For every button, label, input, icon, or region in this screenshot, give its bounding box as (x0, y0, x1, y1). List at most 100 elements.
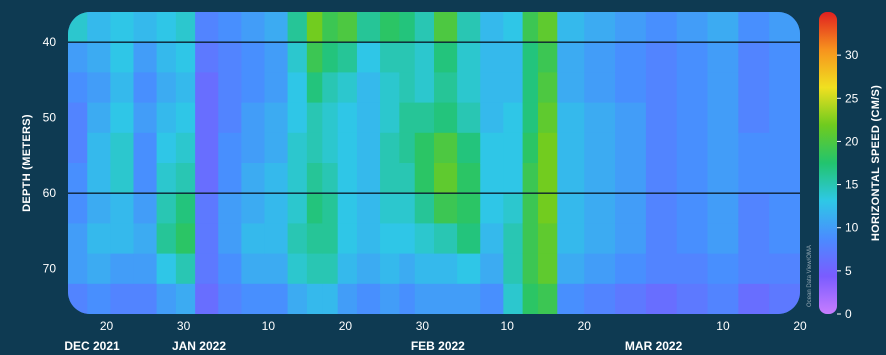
heatmap-cell (241, 42, 266, 73)
heatmap-cell (175, 132, 196, 164)
heatmap-cell (414, 42, 435, 73)
heatmap-cell (645, 283, 678, 314)
heatmap-cell (306, 72, 323, 104)
heatmap-cell (241, 193, 266, 224)
heatmap-cell (615, 72, 647, 104)
heatmap-cell (264, 12, 289, 43)
heatmap-cell (584, 72, 616, 104)
heatmap-cell (156, 72, 177, 104)
heatmap-cell (457, 102, 481, 134)
heatmap-cell (287, 193, 308, 224)
heatmap-cell (337, 253, 358, 285)
heatmap-cell (538, 132, 558, 164)
heatmap-cell (676, 283, 709, 314)
heatmap-cell (615, 12, 647, 43)
heatmap-cell (538, 193, 558, 224)
heatmap-cell (337, 42, 358, 73)
heatmap-cell (195, 163, 219, 194)
heatmap-cell (337, 132, 358, 164)
heatmap-cell (503, 132, 524, 164)
month-label: JAN 2022 (172, 339, 226, 353)
heatmap-cell (322, 12, 339, 43)
heatmap-cell (68, 42, 88, 73)
heatmap-cell (457, 42, 481, 73)
x-tick-label: 10 (262, 319, 276, 333)
heatmap-cell (68, 163, 88, 194)
heatmap-cell (538, 72, 558, 104)
heatmap-cell (707, 72, 739, 104)
heatmap-cell (337, 102, 358, 134)
heatmap-cell (218, 163, 242, 194)
heatmap-cell (322, 163, 339, 194)
heatmap-cell (195, 42, 219, 73)
heatmap-cell (264, 102, 289, 134)
heatmap-cell (68, 253, 88, 285)
heatmap-cell (110, 102, 135, 134)
heatmap-cell (110, 283, 135, 314)
y-axis-title: DEPTH (METERS) (21, 114, 33, 212)
heatmap-cell (322, 132, 339, 164)
heatmap-cell (218, 72, 242, 104)
heatmap-cell (538, 253, 558, 285)
heatmap-cell (645, 102, 678, 134)
heatmap-cell (434, 283, 458, 314)
heatmap-cell (356, 42, 381, 73)
heatmap-cell (399, 193, 416, 224)
heatmap-cell (175, 283, 196, 314)
heatmap-cell (380, 223, 400, 255)
heatmap-cell (503, 102, 524, 134)
heatmap-cell (522, 72, 539, 104)
heatmap-cell (645, 223, 678, 255)
heatmap-cell (414, 223, 435, 255)
heatmap-cell (457, 253, 481, 285)
heatmap-cell (264, 72, 289, 104)
heatmap-cell (676, 72, 709, 104)
heatmap-cell (769, 163, 800, 194)
heatmap-cell (110, 163, 135, 194)
heatmap-cell (738, 163, 770, 194)
heatmap-cell (707, 132, 739, 164)
heatmap-cell (133, 72, 158, 104)
heatmap-cell (287, 283, 308, 314)
heatmap-cell (287, 42, 308, 73)
heatmap-cell (287, 132, 308, 164)
heatmap-cell (707, 12, 739, 43)
heatmap-cell (538, 42, 558, 73)
heatmap-cell (676, 253, 709, 285)
heatmap-cell (133, 102, 158, 134)
heatmap-cell (68, 132, 88, 164)
heatmap-cell (676, 12, 709, 43)
heatmap-cell (241, 12, 266, 43)
heatmap-cell (738, 253, 770, 285)
heatmap-cell (356, 223, 381, 255)
heatmap-cell (175, 42, 196, 73)
heatmap-cell (380, 132, 400, 164)
heatmap-cell (738, 12, 770, 43)
heatmap-cell (87, 132, 111, 164)
heatmap-cell (503, 12, 524, 43)
heatmap-cell (457, 163, 481, 194)
heatmap-cell (522, 132, 539, 164)
colorbar-tick-label: 10 (845, 221, 859, 235)
heatmap-cell (306, 193, 323, 224)
heatmap-cell (306, 102, 323, 134)
depth-reference-lines (68, 41, 800, 194)
heatmap-cell (414, 253, 435, 285)
heatmap-cell (110, 72, 135, 104)
heatmap-cell (769, 223, 800, 255)
heatmap-cell (615, 193, 647, 224)
heatmap-cell (287, 163, 308, 194)
heatmap-cell (175, 12, 196, 43)
colorbar-gradient (819, 12, 837, 314)
heatmap-cell (264, 132, 289, 164)
heatmap-cell (676, 163, 709, 194)
heatmap-cell (218, 223, 242, 255)
heatmap-cell (306, 42, 323, 73)
heatmap-plot-area (68, 12, 800, 314)
heatmap-cell (457, 193, 481, 224)
heatmap-cell (68, 223, 88, 255)
heatmap-cell (287, 253, 308, 285)
heatmap-cell (322, 42, 339, 73)
